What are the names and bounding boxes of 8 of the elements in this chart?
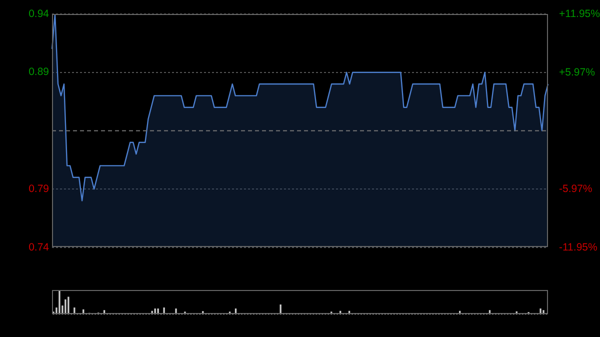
y2-tick-label: -5.97%: [559, 182, 592, 195]
y2-tick-label: +5.97%: [559, 66, 595, 78]
y2-tick-label: +11.95%: [559, 8, 600, 20]
y-tick-label: 0.74: [28, 241, 50, 254]
y-tick-label: 0.94: [28, 8, 50, 20]
y-tick-label: 0.89: [28, 66, 50, 78]
y2-tick-label: -11.95%: [559, 241, 598, 254]
y-tick-label: 0.79: [28, 182, 50, 195]
